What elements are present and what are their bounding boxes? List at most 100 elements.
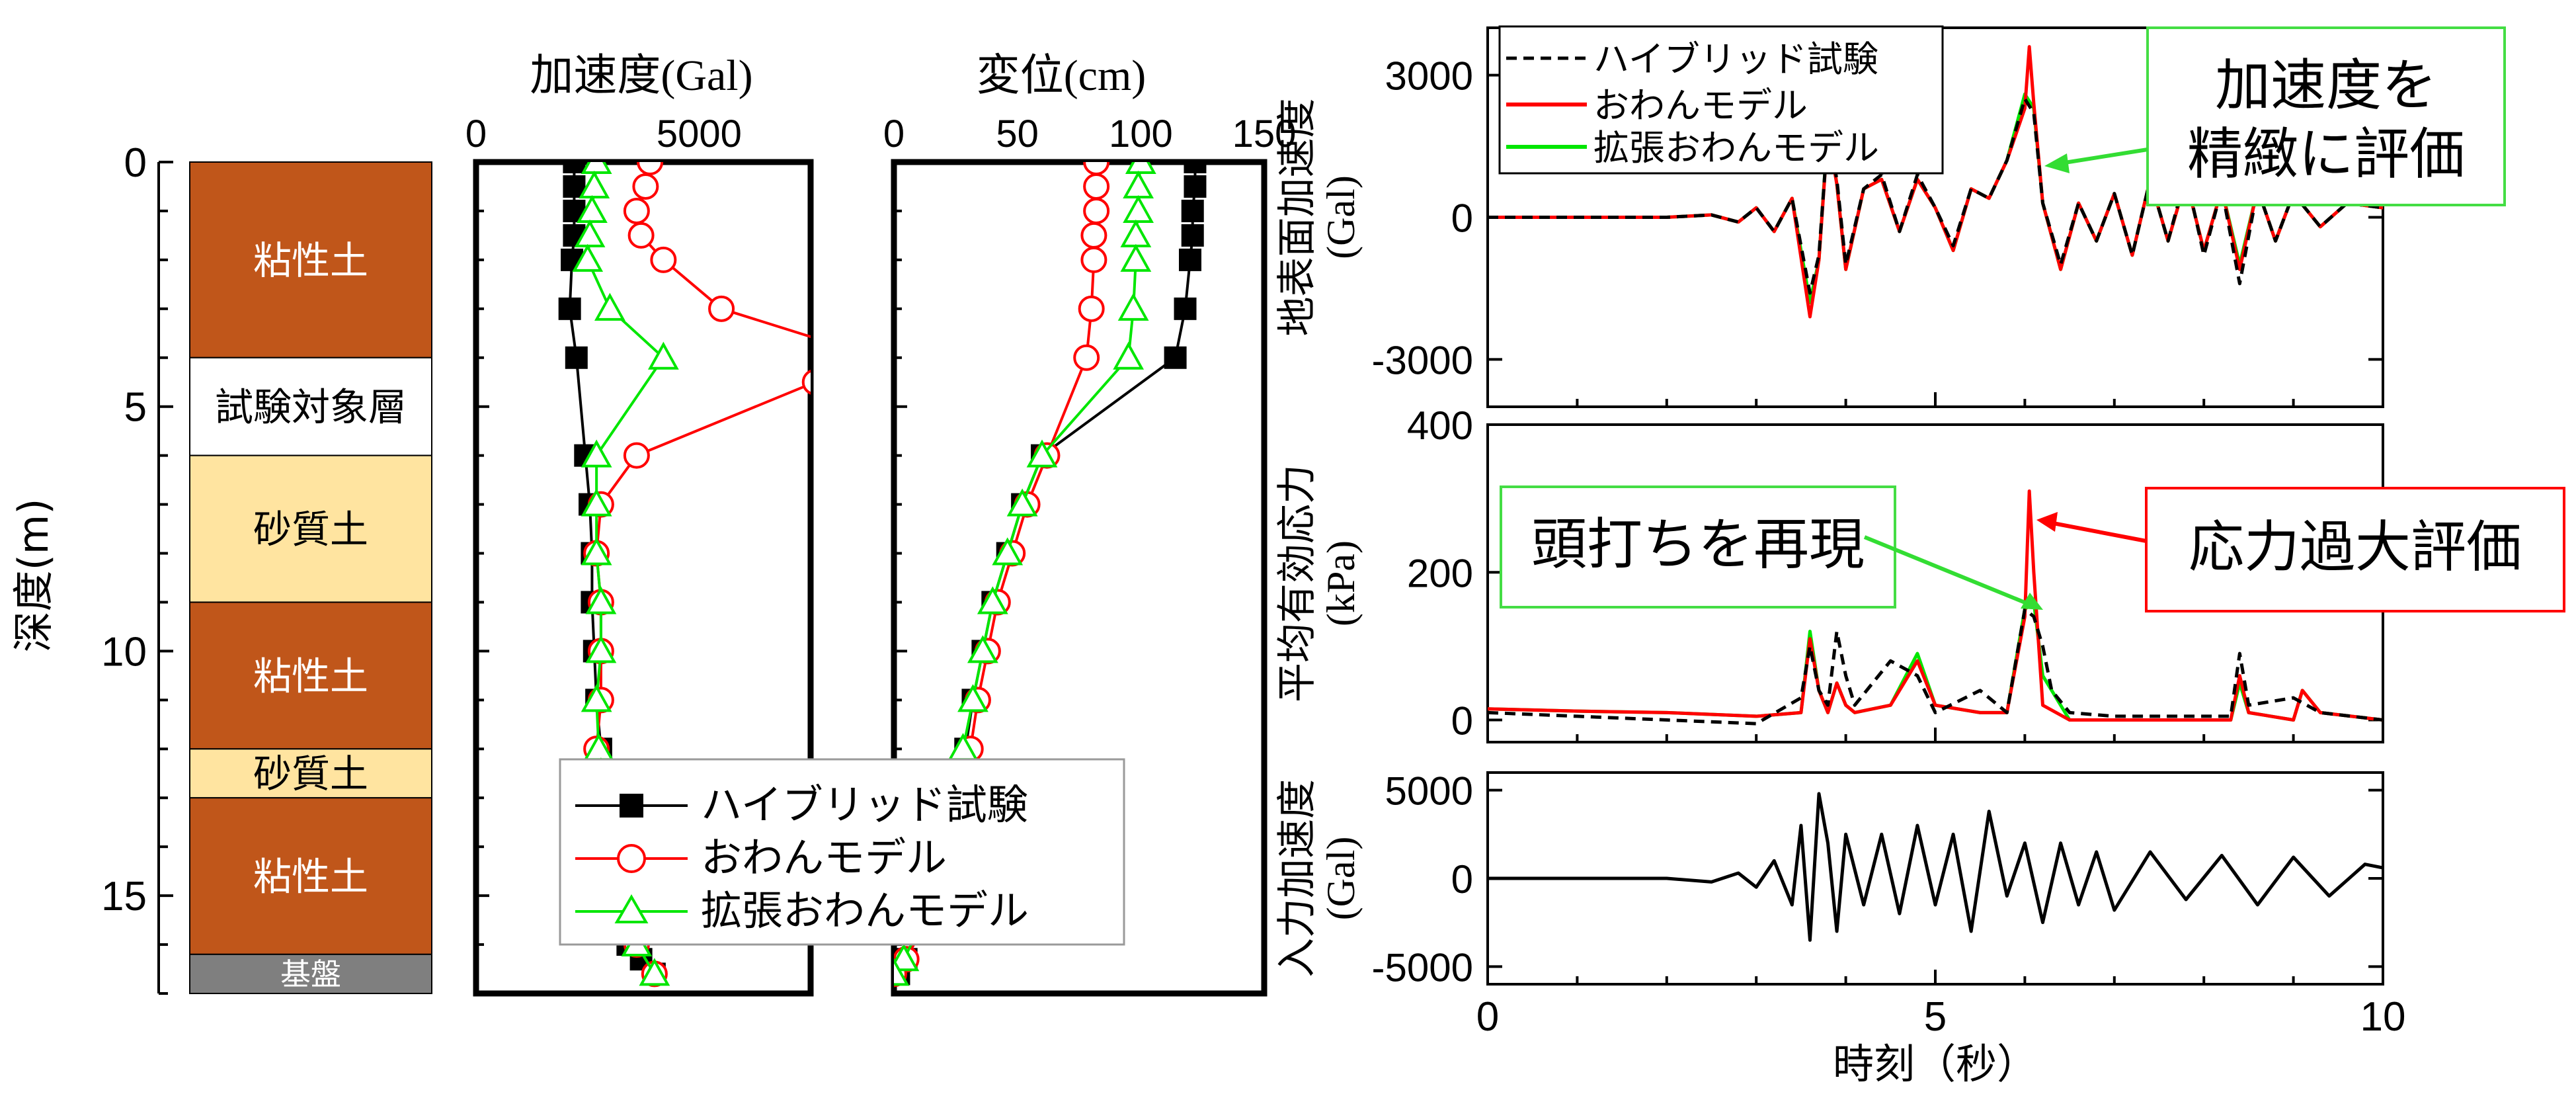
ts-y-axis-label-line: (kPa) bbox=[1319, 540, 1363, 626]
data-point-circle bbox=[1083, 173, 1110, 200]
soil-layer-label: 試験対象層 bbox=[215, 385, 407, 430]
soil-layer-label: 基盤 bbox=[280, 956, 341, 992]
data-point-square bbox=[1181, 224, 1204, 247]
profile-x-tick-label: 50 bbox=[996, 112, 1039, 155]
callout-peak-arrowhead bbox=[2021, 593, 2043, 610]
data-point-triangle bbox=[647, 341, 679, 370]
data-point-circle bbox=[623, 442, 650, 469]
legend-main-owan-label: おわんモデル bbox=[701, 833, 947, 882]
depth-tick-label: 10 bbox=[101, 629, 147, 675]
ts-y-tick-label: 5000 bbox=[1385, 769, 1473, 814]
callout-accel-precise: 加速度を精緻に評価 bbox=[2044, 26, 2506, 206]
data-point-circle bbox=[627, 222, 655, 249]
legend-main-extended-marker bbox=[614, 894, 649, 923]
data-point-triangle bbox=[1123, 170, 1154, 198]
ts-y-tick-label: 3000 bbox=[1385, 54, 1473, 99]
data-point-triangle bbox=[574, 219, 606, 247]
data-point-square bbox=[563, 162, 586, 173]
data-point-square bbox=[1181, 199, 1204, 222]
data-point-triangle bbox=[594, 292, 625, 321]
soil-layer bbox=[189, 797, 432, 955]
disp-profile-chart: 変位(cm) 0 50 100 150 bbox=[883, 52, 1297, 997]
data-point-circle bbox=[1078, 295, 1105, 322]
ts-y-tick-label: -3000 bbox=[1372, 338, 1473, 382]
data-point-triangle bbox=[1123, 194, 1154, 223]
data-point-circle bbox=[623, 197, 650, 224]
callout-over-arrowhead bbox=[2036, 512, 2058, 532]
data-point-triangle bbox=[581, 439, 612, 468]
callout-stress-overestimate: 応力過大評価 bbox=[2036, 487, 2565, 612]
data-point-circle bbox=[1080, 246, 1107, 273]
data-point-triangle bbox=[577, 194, 608, 223]
legend-top: ハイブリッド試験 おわんモデル 拡張おわんモデル bbox=[1498, 25, 1944, 175]
callout-peak-reproduced: 頭打ちを再現 bbox=[1500, 485, 2043, 610]
data-point-triangle bbox=[992, 537, 1024, 566]
text-line: 加速度を bbox=[2215, 53, 2437, 118]
callout-over-box bbox=[2145, 487, 2565, 612]
data-point-circle bbox=[1083, 162, 1110, 175]
soil-layer bbox=[189, 454, 432, 603]
depth-axis-label: 深度(m) bbox=[9, 499, 58, 653]
data-point-triangle bbox=[1006, 488, 1038, 517]
ts-y-tick-label: 0 bbox=[1451, 699, 1473, 743]
data-point-triangle bbox=[581, 537, 612, 566]
ts-y-tick-label: 200 bbox=[1407, 551, 1473, 595]
callout-over-text: 応力過大評価 bbox=[2189, 515, 2522, 579]
callout-peak-box bbox=[1500, 485, 1896, 609]
depth-tick-label: 0 bbox=[124, 140, 147, 186]
ts-y-axis-label-line: 入力加速度 bbox=[1274, 779, 1320, 978]
data-point-circle bbox=[650, 246, 677, 273]
soil-layer bbox=[189, 953, 432, 994]
data-point-circle bbox=[632, 173, 659, 200]
ts-x-tick-label: 5 bbox=[1924, 994, 1947, 1040]
legend-top-hybrid-label: ハイブリッド試験 bbox=[1593, 38, 1878, 80]
data-point-triangle bbox=[1117, 292, 1149, 321]
soil-layer-label: 粘性土 bbox=[253, 238, 368, 283]
data-point-triangle bbox=[977, 586, 1008, 614]
soil-layer-label: 砂質土 bbox=[253, 751, 368, 796]
data-point-circle bbox=[1083, 197, 1110, 224]
legend-main-box bbox=[559, 758, 1125, 946]
ts-x-axis-label: 時刻（秒） bbox=[1833, 1040, 2038, 1088]
data-point-triangle bbox=[1120, 243, 1152, 272]
depth-tick-label: 5 bbox=[124, 385, 147, 431]
text-line: 精緻に評価 bbox=[2187, 122, 2465, 187]
data-point-circle bbox=[1080, 222, 1107, 249]
profile-title: 変位(cm) bbox=[977, 52, 1147, 100]
profile-x-tick-label: 150 bbox=[1232, 112, 1297, 155]
data-point-circle bbox=[1073, 344, 1100, 371]
mean-stress-chart: 400 200 0 平均有効応力(kPa) bbox=[1274, 403, 2384, 743]
callout-peak-text: 頭打ちを再現 bbox=[1531, 512, 1865, 577]
callout-accel-box bbox=[2146, 26, 2506, 206]
soil-layer bbox=[189, 357, 432, 456]
data-point-square bbox=[1174, 297, 1197, 320]
data-point-triangle bbox=[572, 243, 604, 272]
soil-layer bbox=[189, 601, 432, 750]
ts-x-tick-label: 0 bbox=[1476, 994, 1499, 1040]
data-point-circle bbox=[637, 162, 664, 175]
callout-accel-arrowhead bbox=[2044, 153, 2070, 173]
ts-y-axis-label-line: (Gal) bbox=[1319, 175, 1363, 259]
legend-main-extended-label: 拡張おわんモデル bbox=[701, 886, 1029, 935]
data-point-square bbox=[1164, 346, 1187, 369]
ts-y-axis-label-line: 地表面加速度 bbox=[1274, 99, 1320, 337]
ts-y-tick-label: -5000 bbox=[1372, 945, 1473, 989]
legend-main-owan-marker bbox=[617, 844, 646, 873]
data-point-square bbox=[558, 297, 581, 320]
depth-axis: 0 5 10 15 bbox=[101, 140, 173, 995]
data-point-square bbox=[1184, 162, 1207, 173]
data-point-triangle bbox=[639, 958, 670, 986]
data-point-square bbox=[565, 346, 588, 369]
soil-layer bbox=[189, 161, 432, 358]
data-point-triangle bbox=[1113, 341, 1145, 370]
callout-accel-arrow bbox=[2056, 147, 2148, 166]
profile-x-tick-label: 0 bbox=[883, 112, 905, 155]
soil-layer-label: 砂質土 bbox=[253, 507, 368, 552]
data-point-triangle bbox=[1120, 219, 1152, 247]
data-point-triangle bbox=[894, 943, 920, 972]
profile-x-tick-label: 0 bbox=[465, 112, 487, 155]
data-point-triangle bbox=[581, 162, 612, 174]
ts-y-axis-label-line: (Gal) bbox=[1319, 837, 1363, 921]
